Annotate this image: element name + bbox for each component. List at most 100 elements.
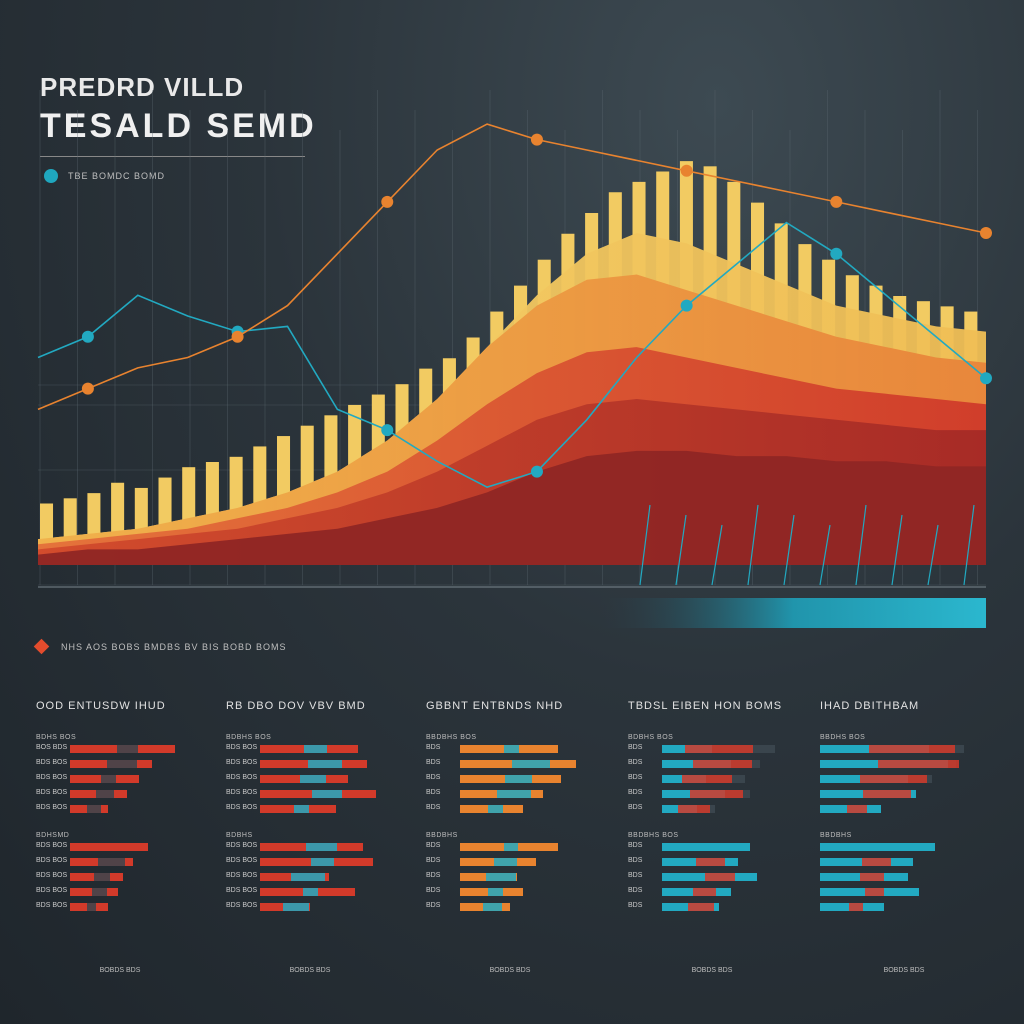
bar-primary — [820, 843, 936, 851]
line-point — [830, 195, 843, 208]
bar-label: BDS — [628, 842, 643, 849]
bar-row: BDS BOS — [226, 743, 394, 754]
bar-row: BDS BOS — [226, 803, 394, 814]
bar-label: BDS BOS — [36, 857, 68, 864]
bar-secondary — [482, 903, 502, 911]
bar-secondary — [693, 888, 716, 896]
line-series-orange — [37, 123, 987, 411]
bar-secondary — [690, 790, 744, 798]
group-label: BDBHS BOS — [226, 734, 272, 741]
bar-row: BDS BOS — [226, 871, 394, 882]
bar-secondary — [98, 858, 125, 866]
bar-label: BDS — [628, 759, 643, 766]
bar-label: BDS BOS — [226, 842, 258, 849]
bar-secondary — [877, 760, 960, 768]
bar-secondary — [101, 775, 117, 783]
bar-label: BDS — [426, 789, 441, 796]
bar-label: BDS — [426, 902, 441, 909]
bar-row: BDS — [628, 841, 796, 852]
bar-label: BDS — [628, 887, 643, 894]
bar-row: BDS BOS — [226, 901, 394, 912]
bar-row: BDS — [628, 758, 796, 769]
bar-label: BDS BOS — [36, 759, 68, 766]
bar-label: BDS BOS — [226, 789, 258, 796]
bar-row: BDS BOS — [226, 886, 394, 897]
bar-row: BDS — [628, 856, 796, 867]
spike-line — [963, 504, 975, 586]
bar-row: BDS BOS — [36, 803, 204, 814]
bar-row: BDS BOS — [226, 856, 394, 867]
bar-row: BDS BOS — [36, 886, 204, 897]
group-label: BBDBHS — [820, 832, 852, 839]
bar-row: BDS — [426, 773, 594, 784]
panel-footer: BOBDS BDS — [883, 967, 925, 974]
bar-secondary — [294, 805, 310, 813]
bar-row — [820, 856, 988, 867]
panel-title: OOD ENTUSDW IHUD — [36, 700, 166, 712]
page-title-line2: TESALD SEMD — [40, 107, 317, 145]
bar-row: BOS BDS — [36, 743, 204, 754]
bar-secondary — [494, 858, 517, 866]
mini-chart-panel: IHAD DBITHBAM BBDHS BOS BBDBHS BOBDS BDS — [820, 700, 988, 980]
bar-label: BDS — [628, 872, 643, 879]
bar-secondary — [861, 858, 891, 866]
bar-row: BDS — [426, 886, 594, 897]
bar-secondary — [504, 745, 520, 753]
bar-secondary — [497, 790, 532, 798]
bar-row — [820, 758, 988, 769]
bar-row: BDS BOS — [36, 773, 204, 784]
bar-row: BDS — [628, 743, 796, 754]
group-label: BBDHS BOS — [820, 734, 866, 741]
chart-legend-label: TBE BOMDC BOMD — [68, 171, 166, 181]
bar-label: BDS BOS — [36, 887, 68, 894]
bar-secondary — [87, 903, 97, 911]
bar-secondary — [302, 888, 318, 896]
group-label: BBDBHS BOS — [628, 832, 679, 839]
bar-row: BDS — [426, 871, 594, 882]
panel-footer: BOBDS BDS — [691, 967, 733, 974]
bar-label: BDS — [628, 774, 643, 781]
bar-label: BDS — [426, 759, 441, 766]
bar-label: BDS BOS — [36, 804, 68, 811]
bar-secondary — [304, 745, 327, 753]
spike-line — [855, 504, 867, 586]
bar-secondary — [859, 775, 927, 783]
bar-secondary — [864, 888, 884, 896]
bar-secondary — [696, 858, 725, 866]
bar-secondary — [291, 873, 326, 881]
bar-row — [820, 841, 988, 852]
bar-label: BDS — [628, 789, 643, 796]
bar-label: BDS — [628, 857, 643, 864]
bar-secondary — [512, 760, 550, 768]
red-diamond-icon — [33, 638, 50, 655]
bar-row — [820, 886, 988, 897]
bar-row: BDS — [628, 886, 796, 897]
bar-row: BDS BOS — [36, 788, 204, 799]
line-point — [830, 247, 843, 260]
page-title-line1: PREDRD VILLD — [40, 72, 245, 102]
bar-label: BDS — [426, 857, 441, 864]
bar-secondary — [681, 775, 732, 783]
chart-legend: TBE BOMDC BOMD — [44, 169, 165, 183]
bar-row: BDS BOS — [36, 841, 204, 852]
bar-row: BDS BOS — [226, 773, 394, 784]
bar-secondary — [282, 903, 310, 911]
bar-secondary — [505, 775, 532, 783]
bar-secondary — [859, 873, 884, 881]
bar-label: BDS — [628, 902, 643, 909]
bar-row: BDS — [426, 743, 594, 754]
bar-label: BDS BOS — [226, 857, 258, 864]
line-point — [980, 227, 992, 239]
bar-label: BDS BOS — [226, 744, 258, 751]
bar-row: BDS BOS — [226, 758, 394, 769]
panel-title: TBDSL EIBEN HON BOMS — [628, 700, 783, 712]
bar-label: BDS BOS — [226, 902, 258, 909]
bar-secondary — [95, 790, 115, 798]
mini-chart-panel: TBDSL EIBEN HON BOMS BDBHS BOS BDS BDS BDS BD… — [628, 700, 796, 980]
bar-row: BDS — [628, 773, 796, 784]
bar-label: BDS BOS — [36, 774, 68, 781]
bar-row: BDS BOS — [226, 788, 394, 799]
group-label: BDBHS BOS — [628, 734, 674, 741]
bar-secondary — [87, 805, 101, 813]
bar-secondary — [91, 888, 107, 896]
